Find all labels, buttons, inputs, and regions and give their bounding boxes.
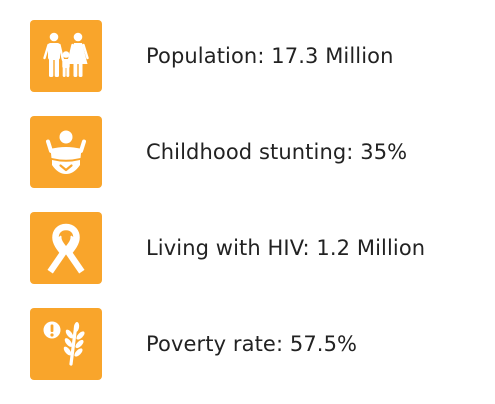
wheat-alert-icon xyxy=(30,308,102,380)
baby-icon xyxy=(30,116,102,188)
stat-list: Population: 17.3 Million Childhood stunt… xyxy=(30,20,480,404)
stat-text: Population: 17.3 Million xyxy=(146,44,394,68)
stat-text: Living with HIV: 1.2 Million xyxy=(146,236,426,260)
stat-poverty: Poverty rate: 57.5% xyxy=(30,308,480,380)
stat-hiv: Living with HIV: 1.2 Million xyxy=(30,212,480,284)
awareness-ribbon-icon xyxy=(30,212,102,284)
family-icon xyxy=(30,20,102,92)
stat-text: Childhood stunting: 35% xyxy=(146,140,408,164)
stat-population: Population: 17.3 Million xyxy=(30,20,480,92)
stat-stunting: Childhood stunting: 35% xyxy=(30,116,480,188)
stat-text: Poverty rate: 57.5% xyxy=(146,332,358,356)
